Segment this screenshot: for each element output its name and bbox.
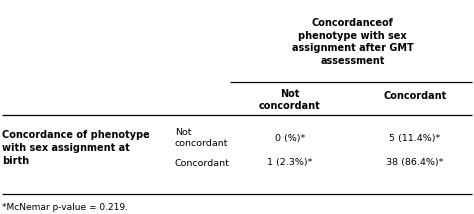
- Text: Not
concordant: Not concordant: [259, 89, 321, 111]
- Text: Concordanceof
phenotype with sex
assignment after GMT
assessment: Concordanceof phenotype with sex assignm…: [292, 18, 413, 66]
- Text: Concordant: Concordant: [175, 159, 230, 168]
- Text: 1 (2.3%)*: 1 (2.3%)*: [267, 159, 313, 168]
- Text: 0 (%)*: 0 (%)*: [275, 134, 305, 143]
- Text: 38 (86.4%)*: 38 (86.4%)*: [386, 159, 444, 168]
- Text: Not
concordant: Not concordant: [175, 128, 228, 148]
- Text: *McNemar p-value = 0.219.: *McNemar p-value = 0.219.: [2, 202, 128, 211]
- Text: Concordance of phenotype
with sex assignment at
birth: Concordance of phenotype with sex assign…: [2, 130, 150, 166]
- Text: 5 (11.4%)*: 5 (11.4%)*: [389, 134, 441, 143]
- Text: Concordant: Concordant: [383, 91, 447, 101]
